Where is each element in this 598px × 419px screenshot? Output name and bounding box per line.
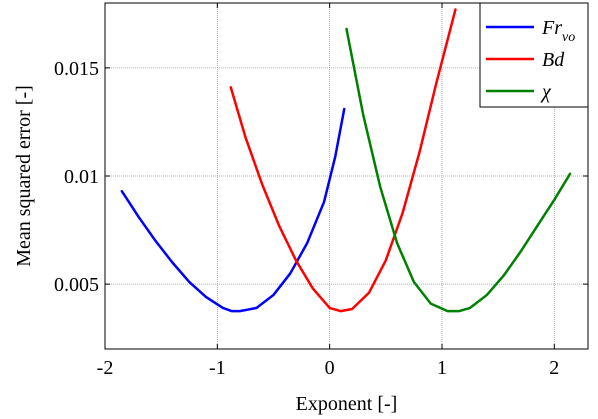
series-line-0 xyxy=(120,107,346,313)
series-lines xyxy=(120,8,572,313)
y-axis-ticks: 0.005 0.01 0.015 xyxy=(54,58,588,296)
x-axis-label: Exponent [-] xyxy=(296,393,398,415)
legend: Frvo Bd χ xyxy=(479,2,589,108)
x-tick-label: 0 xyxy=(325,357,335,379)
x-tick-label: -1 xyxy=(209,357,226,379)
legend-box xyxy=(479,2,589,108)
legend-label: Bd xyxy=(542,49,565,71)
x-tick-label: 1 xyxy=(437,357,447,379)
series-line-2 xyxy=(345,27,572,313)
series-line-1 xyxy=(229,8,457,313)
legend-label: Frvo xyxy=(541,17,575,45)
y-axis-label: Mean squared error [-] xyxy=(13,85,35,267)
y-tick-label: 0.005 xyxy=(54,274,99,296)
x-tick-label: -2 xyxy=(97,357,114,379)
legend-label: χ xyxy=(540,81,552,103)
y-tick-label: 0.01 xyxy=(64,166,99,188)
x-tick-label: 2 xyxy=(549,357,559,379)
y-tick-label: 0.015 xyxy=(54,58,99,80)
